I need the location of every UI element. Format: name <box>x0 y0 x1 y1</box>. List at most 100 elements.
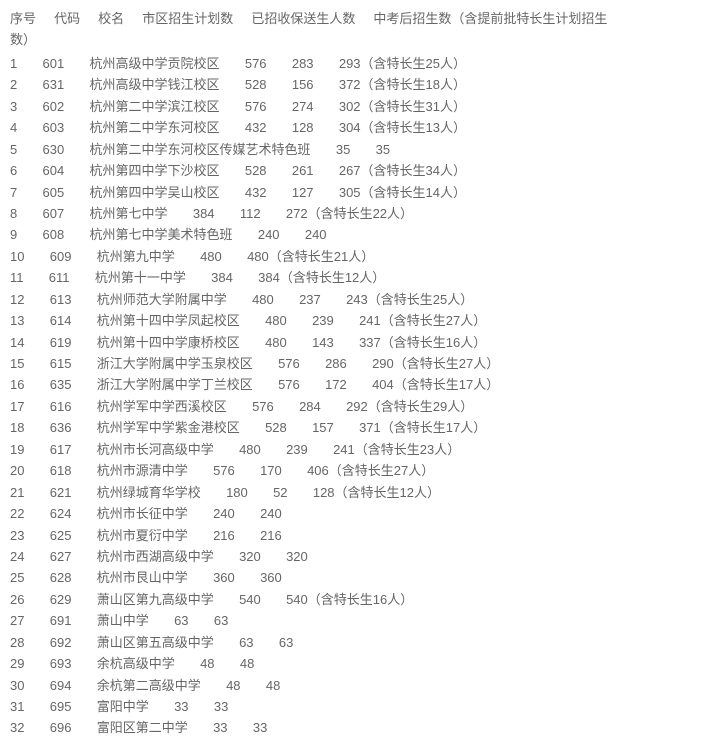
cell-seq: 29 <box>10 653 24 674</box>
cell-after: 63 <box>214 610 228 631</box>
cell-name: 杭州第十四中学康桥校区 <box>97 332 240 353</box>
cell-rec: 52 <box>273 482 287 503</box>
cell-plan: 384 <box>211 267 233 288</box>
cell-plan: 480 <box>265 310 287 331</box>
cell-name: 杭州学军中学西溪校区 <box>97 396 227 417</box>
cell-plan: 35 <box>336 139 350 160</box>
cell-after: 63 <box>279 632 293 653</box>
cell-code: 605 <box>43 182 65 203</box>
cell-plan: 480 <box>239 439 261 460</box>
cell-seq: 2 <box>10 74 17 95</box>
cell-after: 337（含特长生16人） <box>359 332 486 353</box>
table-row: 2 631 杭州高级中学钱江校区 528 156 372（含特长生18人） <box>10 74 707 95</box>
table-row: 24 627 杭州市西湖高级中学 320 320 <box>10 546 707 567</box>
cell-code: 607 <box>43 203 65 224</box>
cell-name: 杭州市长河高级中学 <box>97 439 214 460</box>
cell-after: 371（含特长生17人） <box>359 417 486 438</box>
cell-code: 624 <box>50 503 72 524</box>
cell-after: 33 <box>214 696 228 717</box>
cell-code: 635 <box>50 374 72 395</box>
cell-after: 384（含特长生12人） <box>258 267 385 288</box>
cell-rec: 127 <box>292 182 314 203</box>
cell-code: 604 <box>43 160 65 181</box>
cell-seq: 4 <box>10 117 17 138</box>
cell-code: 611 <box>49 267 70 288</box>
cell-after: 240 <box>305 224 327 245</box>
cell-plan: 576 <box>252 396 274 417</box>
cell-code: 609 <box>50 246 72 267</box>
cell-code: 628 <box>50 567 72 588</box>
cell-rec: 157 <box>312 417 334 438</box>
cell-code: 616 <box>50 396 72 417</box>
cell-name: 杭州第二中学滨江校区 <box>90 96 220 117</box>
cell-seq: 3 <box>10 96 17 117</box>
cell-name: 杭州高级中学贡院校区 <box>90 53 220 74</box>
cell-plan: 180 <box>226 482 248 503</box>
cell-name: 杭州市长征中学 <box>97 503 188 524</box>
table-row: 19 617 杭州市长河高级中学 480 239 241（含特长生23人） <box>10 439 707 460</box>
cell-plan: 33 <box>174 696 188 717</box>
col-plan: 市区招生计划数 <box>142 8 233 29</box>
col-rec: 已招收保送生人数 <box>251 8 355 29</box>
cell-code: 696 <box>50 717 72 738</box>
table-row: 31 695 富阳中学 33 33 <box>10 696 707 717</box>
table-row: 1 601 杭州高级中学贡院校区 576 283 293（含特长生25人） <box>10 53 707 74</box>
cell-name: 杭州第九中学 <box>97 246 175 267</box>
cell-name: 杭州第十一中学 <box>95 267 186 288</box>
cell-code: 601 <box>43 53 65 74</box>
cell-name: 杭州第二中学东河校区 <box>90 117 220 138</box>
table-row: 11 611 杭州第十一中学 384 384（含特长生12人） <box>10 267 707 288</box>
cell-plan: 33 <box>213 717 227 738</box>
table-row: 8 607 杭州第七中学 384 112 272（含特长生22人） <box>10 203 707 224</box>
cell-plan: 480 <box>252 289 274 310</box>
table-row: 26 629 萧山区第九高级中学 540 540（含特长生16人） <box>10 589 707 610</box>
cell-plan: 63 <box>174 610 188 631</box>
cell-seq: 20 <box>10 460 24 481</box>
cell-seq: 11 <box>10 267 24 288</box>
table-row: 15 615 浙江大学附属中学玉泉校区 576 286 290（含特长生27人） <box>10 353 707 374</box>
cell-code: 625 <box>50 525 72 546</box>
table-row: 10 609 杭州第九中学 480 480（含特长生21人） <box>10 246 707 267</box>
col-after-a: 中考后招生数（含提前批特长生计划招生 <box>373 8 607 29</box>
cell-seq: 25 <box>10 567 24 588</box>
cell-name: 浙江大学附属中学丁兰校区 <box>97 374 253 395</box>
cell-name: 萧山中学 <box>97 610 149 631</box>
table-row: 3 602 杭州第二中学滨江校区 576 274 302（含特长生31人） <box>10 96 707 117</box>
cell-name: 萧山区第九高级中学 <box>97 589 214 610</box>
table-row: 12 613 杭州师范大学附属中学 480 237 243（含特长生25人） <box>10 289 707 310</box>
cell-plan: 576 <box>278 353 300 374</box>
cell-after: 35 <box>376 139 390 160</box>
table-row: 13 614 杭州第十四中学凤起校区 480 239 241（含特长生27人） <box>10 310 707 331</box>
cell-plan: 576 <box>213 460 235 481</box>
cell-plan: 432 <box>245 117 267 138</box>
cell-rec: 284 <box>299 396 321 417</box>
cell-after: 292（含特长生29人） <box>346 396 473 417</box>
cell-code: 617 <box>50 439 72 460</box>
cell-code: 693 <box>50 653 72 674</box>
cell-plan: 240 <box>213 503 235 524</box>
cell-seq: 28 <box>10 632 24 653</box>
col-after-b: 数） <box>10 29 36 50</box>
cell-plan: 360 <box>213 567 235 588</box>
cell-seq: 26 <box>10 589 24 610</box>
cell-code: 618 <box>50 460 72 481</box>
cell-rec: 274 <box>292 96 314 117</box>
cell-after: 48 <box>240 653 254 674</box>
cell-after: 272（含特长生22人） <box>286 203 413 224</box>
cell-after: 302（含特长生31人） <box>339 96 466 117</box>
table-row: 9 608 杭州第七中学美术特色班 240 240 <box>10 224 707 245</box>
cell-after: 540（含特长生16人） <box>286 589 413 610</box>
cell-seq: 18 <box>10 417 24 438</box>
cell-name: 杭州第二中学东河校区传媒艺术特色班 <box>90 139 311 160</box>
cell-name: 杭州市西湖高级中学 <box>97 546 214 567</box>
table-row: 29 693 余杭高级中学 48 48 <box>10 653 707 674</box>
cell-code: 602 <box>43 96 65 117</box>
table-row: 25 628 杭州市艮山中学 360 360 <box>10 567 707 588</box>
cell-name: 杭州第四中学吴山校区 <box>90 182 220 203</box>
cell-after: 480（含特长生21人） <box>247 246 374 267</box>
cell-seq: 24 <box>10 546 24 567</box>
table-row: 6 604 杭州第四中学下沙校区 528 261 267（含特长生34人） <box>10 160 707 181</box>
cell-plan: 320 <box>239 546 261 567</box>
cell-after: 305（含特长生14人） <box>339 182 466 203</box>
table-row: 27 691 萧山中学 63 63 <box>10 610 707 631</box>
